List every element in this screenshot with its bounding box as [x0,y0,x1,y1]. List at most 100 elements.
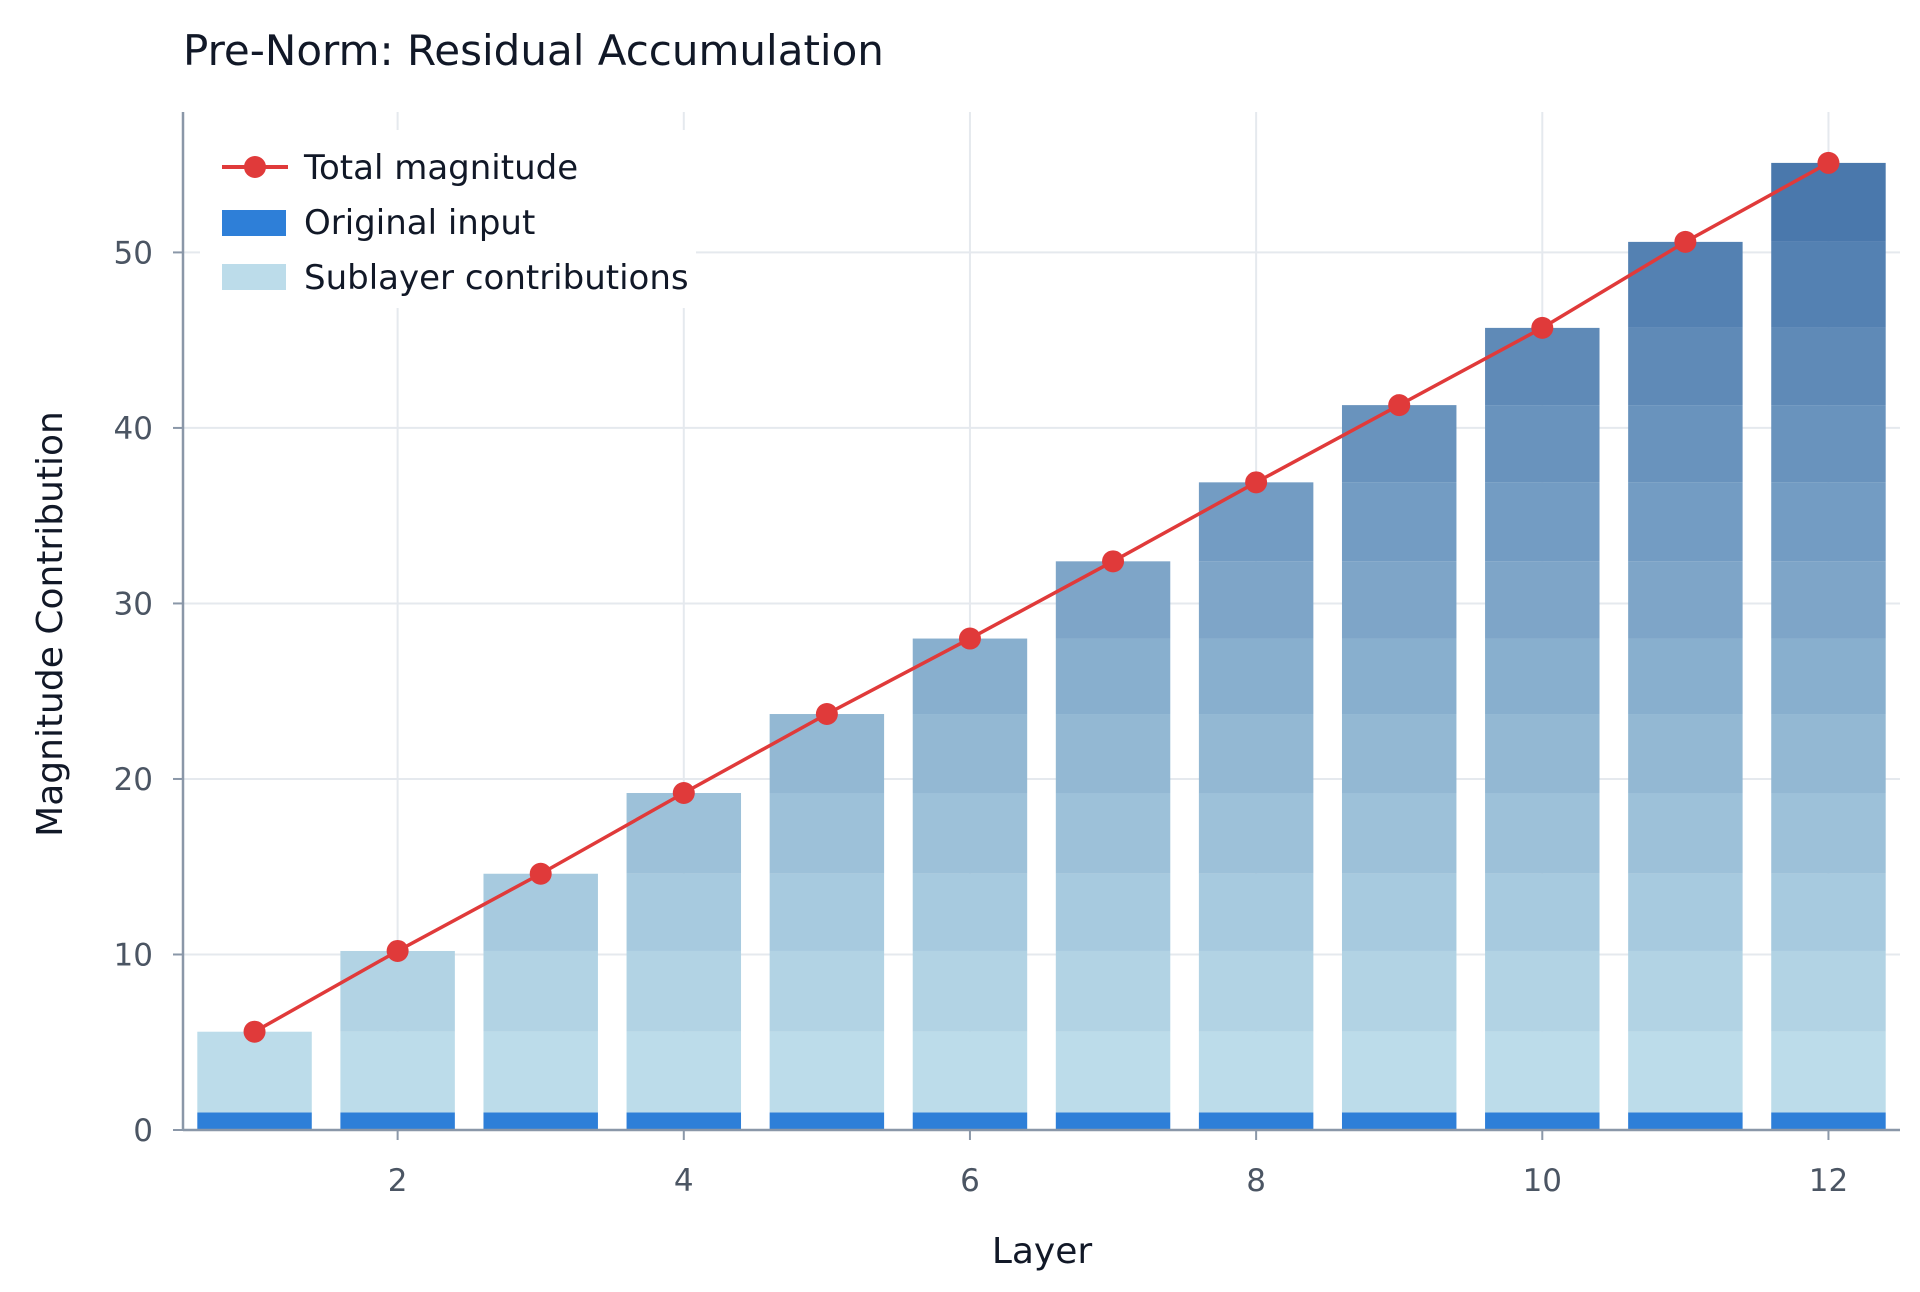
bar-sublayer-segment-12-4 [1771,793,1886,874]
bar-sublayer-segment-7-3 [1055,873,1171,951]
bar-sublayer-segment-11-5 [1628,714,1743,794]
bar-sublayer-segment-8-5 [1198,714,1314,794]
total-magnitude-point-5 [815,703,838,726]
total-magnitude-point-2 [386,939,409,962]
legend: Total magnitude Original input Sublayer … [200,130,696,308]
bar-sublayer-segment-11-11 [1628,241,1743,328]
bar-original-input-8 [1198,1112,1314,1130]
bar-sublayer-segment-12-9 [1771,405,1886,483]
y-tick-label-10: 10 [114,937,153,973]
bar-sublayer-segment-8-4 [1198,793,1314,874]
bar-original-input-7 [1055,1112,1171,1130]
legend-label-total-magnitude: Total magnitude [303,148,578,188]
bar-sublayer-segment-3-3 [483,873,598,951]
bar-sublayer-segment-10-3 [1485,873,1600,951]
bar-sublayer-segment-7-4 [1055,793,1171,874]
bar-sublayer-segment-5-4 [769,793,885,874]
bar-sublayer-segment-12-10 [1771,327,1886,406]
bar-sublayer-segment-8-7 [1198,561,1314,639]
bar-original-input-6 [912,1112,1028,1130]
total-magnitude-point-3 [529,862,552,885]
bar-sublayer-segment-2-1 [340,1031,455,1113]
bar-sublayer-segment-11-2 [1628,950,1743,1032]
bar-sublayer-segment-8-3 [1198,873,1314,951]
x-tick-label-4: 4 [674,1163,694,1199]
bar-original-input-4 [626,1112,742,1130]
y-axis-title: Magnitude Contribution [30,411,71,837]
bar-original-input-3 [483,1112,598,1130]
x-tick-label-12: 12 [1809,1163,1848,1199]
bar-sublayer-segment-4-1 [626,1031,742,1113]
bar-original-input-12 [1771,1112,1886,1130]
bar-original-input-5 [769,1112,885,1130]
total-magnitude-point-12 [1817,151,1840,174]
bar-sublayer-segment-1-1 [197,1031,312,1113]
total-magnitude-point-9 [1388,394,1411,417]
bar-sublayer-segment-3-1 [483,1031,598,1113]
bar-sublayer-segment-9-7 [1341,561,1457,639]
x-tick-label-2: 2 [388,1163,408,1199]
bar-sublayer-segment-9-3 [1341,873,1457,951]
bar-sublayer-segment-7-1 [1055,1031,1171,1113]
bar-sublayer-segment-11-9 [1628,405,1743,483]
bar-original-input-1 [197,1112,312,1130]
axes-layer: 0 10 20 30 40 50 2 4 6 8 10 12 [114,112,1900,1199]
bar-sublayer-segment-12-2 [1771,950,1886,1032]
legend-swatch-sublayer-contributions [222,264,286,290]
bar-sublayer-segment-10-10 [1485,327,1600,406]
bar-sublayer-segment-10-8 [1485,482,1600,562]
line-layer [243,151,1840,1043]
bar-sublayer-segment-6-4 [912,793,1028,874]
bar-original-input-9 [1341,1112,1457,1130]
bar-sublayer-segment-11-4 [1628,793,1743,874]
legend-swatch-total-marker [244,156,266,178]
bar-sublayer-segment-10-6 [1485,638,1600,715]
bar-sublayer-segment-3-2 [483,950,598,1032]
bar-sublayer-segment-9-9 [1341,405,1457,483]
bar-sublayer-segment-6-5 [912,714,1028,794]
bar-sublayer-segment-10-4 [1485,793,1600,874]
bar-sublayer-segment-7-7 [1055,561,1171,639]
bar-sublayer-segment-11-1 [1628,1031,1743,1113]
bar-sublayer-segment-5-1 [769,1031,885,1113]
bar-sublayer-segment-9-6 [1341,638,1457,715]
bar-sublayer-segment-7-5 [1055,714,1171,794]
bar-original-input-2 [340,1112,455,1130]
bar-sublayer-segment-12-3 [1771,873,1886,951]
bar-sublayer-segment-12-7 [1771,561,1886,639]
bar-sublayer-segment-4-4 [626,793,742,874]
legend-label-sublayer-contributions: Sublayer contributions [304,258,689,298]
bar-sublayer-segment-10-1 [1485,1031,1600,1113]
bar-sublayer-segment-7-6 [1055,638,1171,715]
bar-sublayer-segment-2-2 [340,950,455,1032]
x-axis-title: Layer [992,1231,1093,1272]
legend-swatch-original-input [222,210,286,236]
y-tick-label-40: 40 [114,411,153,447]
bar-sublayer-segment-10-9 [1485,405,1600,483]
bar-sublayer-segment-11-3 [1628,873,1743,951]
bar-sublayer-segment-12-1 [1771,1031,1886,1113]
bar-sublayer-segment-12-5 [1771,714,1886,794]
bar-sublayer-segment-5-5 [769,714,885,794]
bar-sublayer-segment-9-2 [1341,950,1457,1032]
bar-sublayer-segment-8-6 [1198,638,1314,715]
bar-sublayer-segment-4-2 [626,950,742,1032]
bar-sublayer-segment-8-8 [1198,482,1314,562]
x-tick-label-10: 10 [1523,1163,1562,1199]
bar-original-input-10 [1485,1112,1600,1130]
bar-sublayer-segment-5-2 [769,950,885,1032]
bar-sublayer-segment-4-3 [626,873,742,951]
total-magnitude-point-10 [1531,316,1554,339]
bar-sublayer-segment-5-3 [769,873,885,951]
y-tick-label-0: 0 [133,1113,153,1149]
total-magnitude-point-7 [1102,550,1125,573]
total-magnitude-point-6 [958,627,981,650]
total-magnitude-point-11 [1674,230,1697,253]
bar-sublayer-segment-9-4 [1341,793,1457,874]
bar-sublayer-segment-9-1 [1341,1031,1457,1113]
bar-sublayer-segment-11-8 [1628,482,1743,562]
bar-sublayer-segment-7-2 [1055,950,1171,1032]
legend-label-original-input: Original input [304,203,535,243]
chart-title: Pre-Norm: Residual Accumulation [183,26,884,75]
